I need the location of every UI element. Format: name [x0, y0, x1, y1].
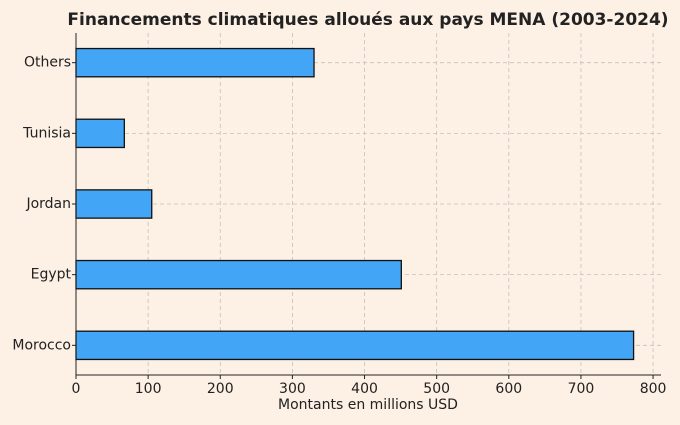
x-tick-label: 700 [568, 381, 595, 397]
bar [75, 330, 635, 361]
x-axis-label: Montants en millions USD [278, 397, 458, 413]
x-tick-label: 200 [207, 381, 234, 397]
x-tick-label: 300 [279, 381, 306, 397]
y-tick-label: Jordan [25, 196, 71, 212]
bar [75, 118, 125, 149]
x-tick-label: 600 [495, 381, 522, 397]
bar [75, 189, 153, 219]
y-tick-label: Morocco [12, 337, 71, 353]
chart-title: Financements climatiques alloués aux pay… [67, 10, 668, 30]
x-tick-label: 800 [640, 381, 667, 397]
bar [75, 259, 402, 290]
y-tick-label: Egypt [31, 267, 72, 283]
x-tick-label: 100 [135, 381, 162, 397]
x-tick-label: 0 [72, 381, 81, 397]
y-tick-label: Others [24, 55, 71, 71]
bar [75, 47, 315, 78]
y-tick-label: Tunisia [22, 125, 71, 141]
x-tick-label: 500 [423, 381, 450, 397]
x-tick-label: 400 [351, 381, 378, 397]
